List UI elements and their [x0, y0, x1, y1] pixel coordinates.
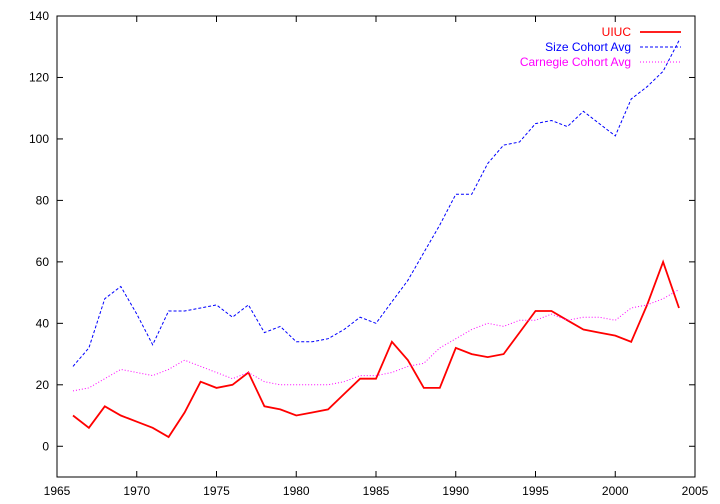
x-tick-label: 2005	[682, 484, 709, 498]
y-tick-label: 100	[29, 132, 49, 146]
y-tick-label: 20	[36, 378, 50, 392]
x-tick-label: 1985	[363, 484, 390, 498]
legend-label: UIUC	[602, 25, 632, 39]
x-tick-label: 2000	[602, 484, 629, 498]
plot-frame	[56, 15, 696, 478]
axes: 1965 1970 1975 1980 1985 1990 1995 2000 2005 0 20 4…	[29, 9, 709, 498]
x-tick-label: 1995	[522, 484, 549, 498]
legend-label: Carnegie Cohort Avg	[520, 55, 631, 69]
x-tick-label: 1990	[442, 484, 469, 498]
legend-label: Size Cohort Avg	[545, 40, 631, 54]
y-tick-label: 120	[29, 70, 49, 84]
series-group	[72, 40, 680, 439]
y-tick-label: 0	[42, 439, 49, 453]
y-tick-label: 140	[29, 9, 49, 23]
x-tick-label: 1980	[283, 484, 310, 498]
x-tick-label: 1965	[44, 484, 71, 498]
series-line-carnegie-cohort-avg	[72, 289, 680, 392]
y-tick-label: 40	[36, 316, 50, 330]
series-line-uiuc	[72, 259, 680, 439]
y-tick-label: 60	[36, 255, 50, 269]
x-tick-label: 1975	[203, 484, 230, 498]
x-tick-label: 1970	[123, 484, 150, 498]
series-line-size-cohort-avg	[72, 40, 680, 367]
y-tick-label: 80	[36, 193, 50, 207]
